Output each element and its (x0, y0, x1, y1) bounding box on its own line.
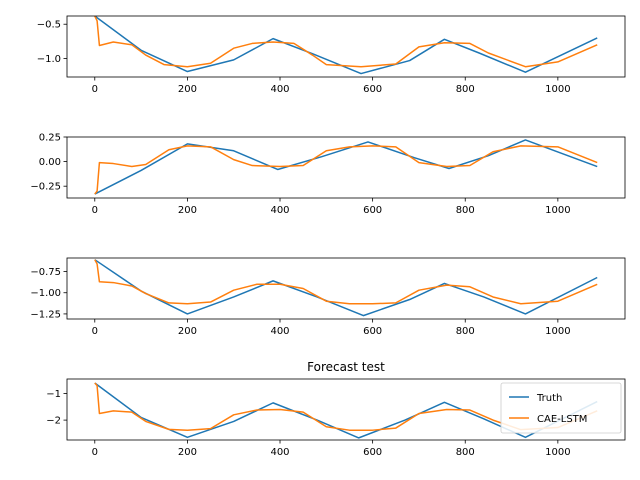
y-tick-label: −1.25 (30, 309, 61, 320)
x-tick-label: 800 (456, 84, 475, 95)
x-tick-label: 200 (178, 84, 197, 95)
series-line-cae-lstm-4 (94, 382, 598, 431)
x-tick-label: 800 (456, 205, 475, 216)
y-tick-label: −0.25 (30, 182, 61, 193)
subplot-1: 0 200 400 600 800 1000 −0.5 −1.0 (37, 15, 626, 95)
series-line-truth-3 (94, 259, 598, 317)
y-tick-label: −1 (46, 389, 61, 400)
series-line-cae-lstm-3 (94, 259, 598, 305)
x-tick-label: 400 (270, 326, 289, 337)
x-tick-label: 200 (178, 326, 197, 337)
x-tick-label: 600 (363, 447, 382, 458)
y-tick-label: 0.25 (39, 133, 61, 144)
legend-box (500, 382, 622, 434)
x-tick-label: 400 (270, 205, 289, 216)
legend: Truth CAE-LSTM (500, 382, 622, 434)
axes-frame-2 (66, 136, 626, 199)
x-tick-label: 600 (363, 84, 382, 95)
x-tick-label: 800 (456, 326, 475, 337)
x-tick-label: 0 (92, 205, 98, 216)
axes-frame-4 (66, 378, 626, 441)
x-tick-label: 1000 (545, 447, 570, 458)
axes-frame-1 (66, 15, 626, 78)
x-tick-label: 1000 (545, 84, 570, 95)
y-tick-label: −1.0 (37, 54, 61, 65)
y-tick-label: −0.75 (30, 267, 61, 278)
x-tick-label: 200 (178, 205, 197, 216)
axes-frame-3 (66, 257, 626, 320)
subplot-2: 0 200 400 600 800 1000 0.25 0.00 −0.25 (30, 133, 626, 216)
y-tick-label: 0.00 (39, 157, 61, 168)
y-tick-label: −0.5 (37, 20, 61, 31)
x-tick-label: 1000 (545, 326, 570, 337)
x-tick-label: 600 (363, 326, 382, 337)
x-tick-label: 0 (92, 326, 98, 337)
x-tick-label: 1000 (545, 205, 570, 216)
subplot-title: Forecast test (307, 360, 385, 374)
x-tick-label: 600 (363, 205, 382, 216)
x-tick-label: 0 (92, 447, 98, 458)
y-tick-label: −2 (46, 416, 61, 427)
y-tick-label: −1.00 (30, 288, 61, 299)
x-tick-label: 800 (456, 447, 475, 458)
legend-entry-label: Truth (536, 393, 562, 404)
legend-entry-label: CAE-LSTM (537, 414, 587, 425)
series-line-truth-2 (94, 139, 598, 195)
x-tick-label: 400 (270, 447, 289, 458)
series-line-cae-lstm-2 (94, 145, 598, 195)
x-tick-label: 400 (270, 84, 289, 95)
subplot-4: 0 200 400 600 800 1000 −1 −2 Forecast test Truth C… (46, 360, 626, 458)
x-tick-label: 0 (92, 84, 98, 95)
series-line-cae-lstm-1 (94, 16, 598, 68)
subplot-3: 0 200 400 600 800 1000 −0.75 −1.00 −1.25 (30, 257, 626, 337)
x-tick-label: 200 (178, 447, 197, 458)
series-line-truth-1 (94, 16, 598, 75)
